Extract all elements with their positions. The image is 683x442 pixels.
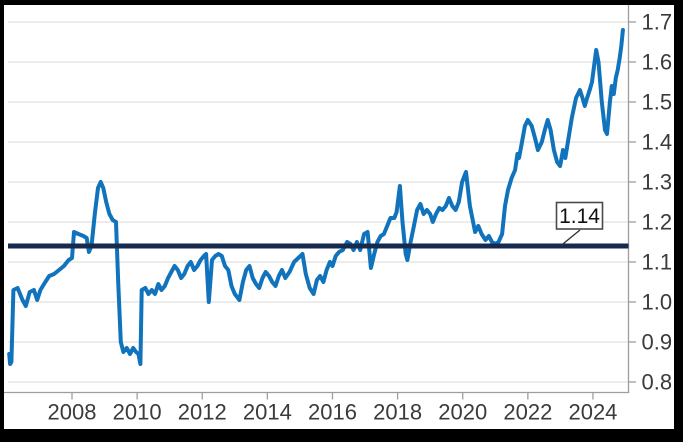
x-tick-label: 2008 (48, 400, 97, 425)
y-tick-label: 1.3 (642, 170, 673, 195)
annotation-label: 1.14 (559, 205, 600, 228)
price-line (7, 28, 625, 366)
y-tick-label: 1.7 (642, 10, 673, 35)
x-tick-label: 2020 (438, 400, 487, 425)
y-tick-label: 1.0 (642, 290, 673, 315)
y-tick-label: 1.2 (642, 210, 673, 235)
y-tick-label: 0.9 (642, 330, 673, 355)
x-tick-label: 2012 (178, 400, 227, 425)
annotation-pointer-line (560, 229, 581, 247)
x-tick-label: 2016 (308, 400, 357, 425)
x-tick-label: 2018 (373, 400, 422, 425)
y-tick-label: 1.6 (642, 50, 673, 75)
x-tick-label: 2024 (568, 400, 617, 425)
x-tick-label: 2010 (113, 400, 162, 425)
y-tick-label: 1.4 (642, 130, 673, 155)
y-tick-label: 0.8 (642, 370, 673, 395)
x-tick-label: 2014 (243, 400, 292, 425)
x-tick-label: 2022 (503, 400, 552, 425)
annotation-box (555, 201, 604, 230)
y-tick-label: 1.5 (642, 90, 673, 115)
y-tick-label: 1.1 (642, 250, 673, 275)
